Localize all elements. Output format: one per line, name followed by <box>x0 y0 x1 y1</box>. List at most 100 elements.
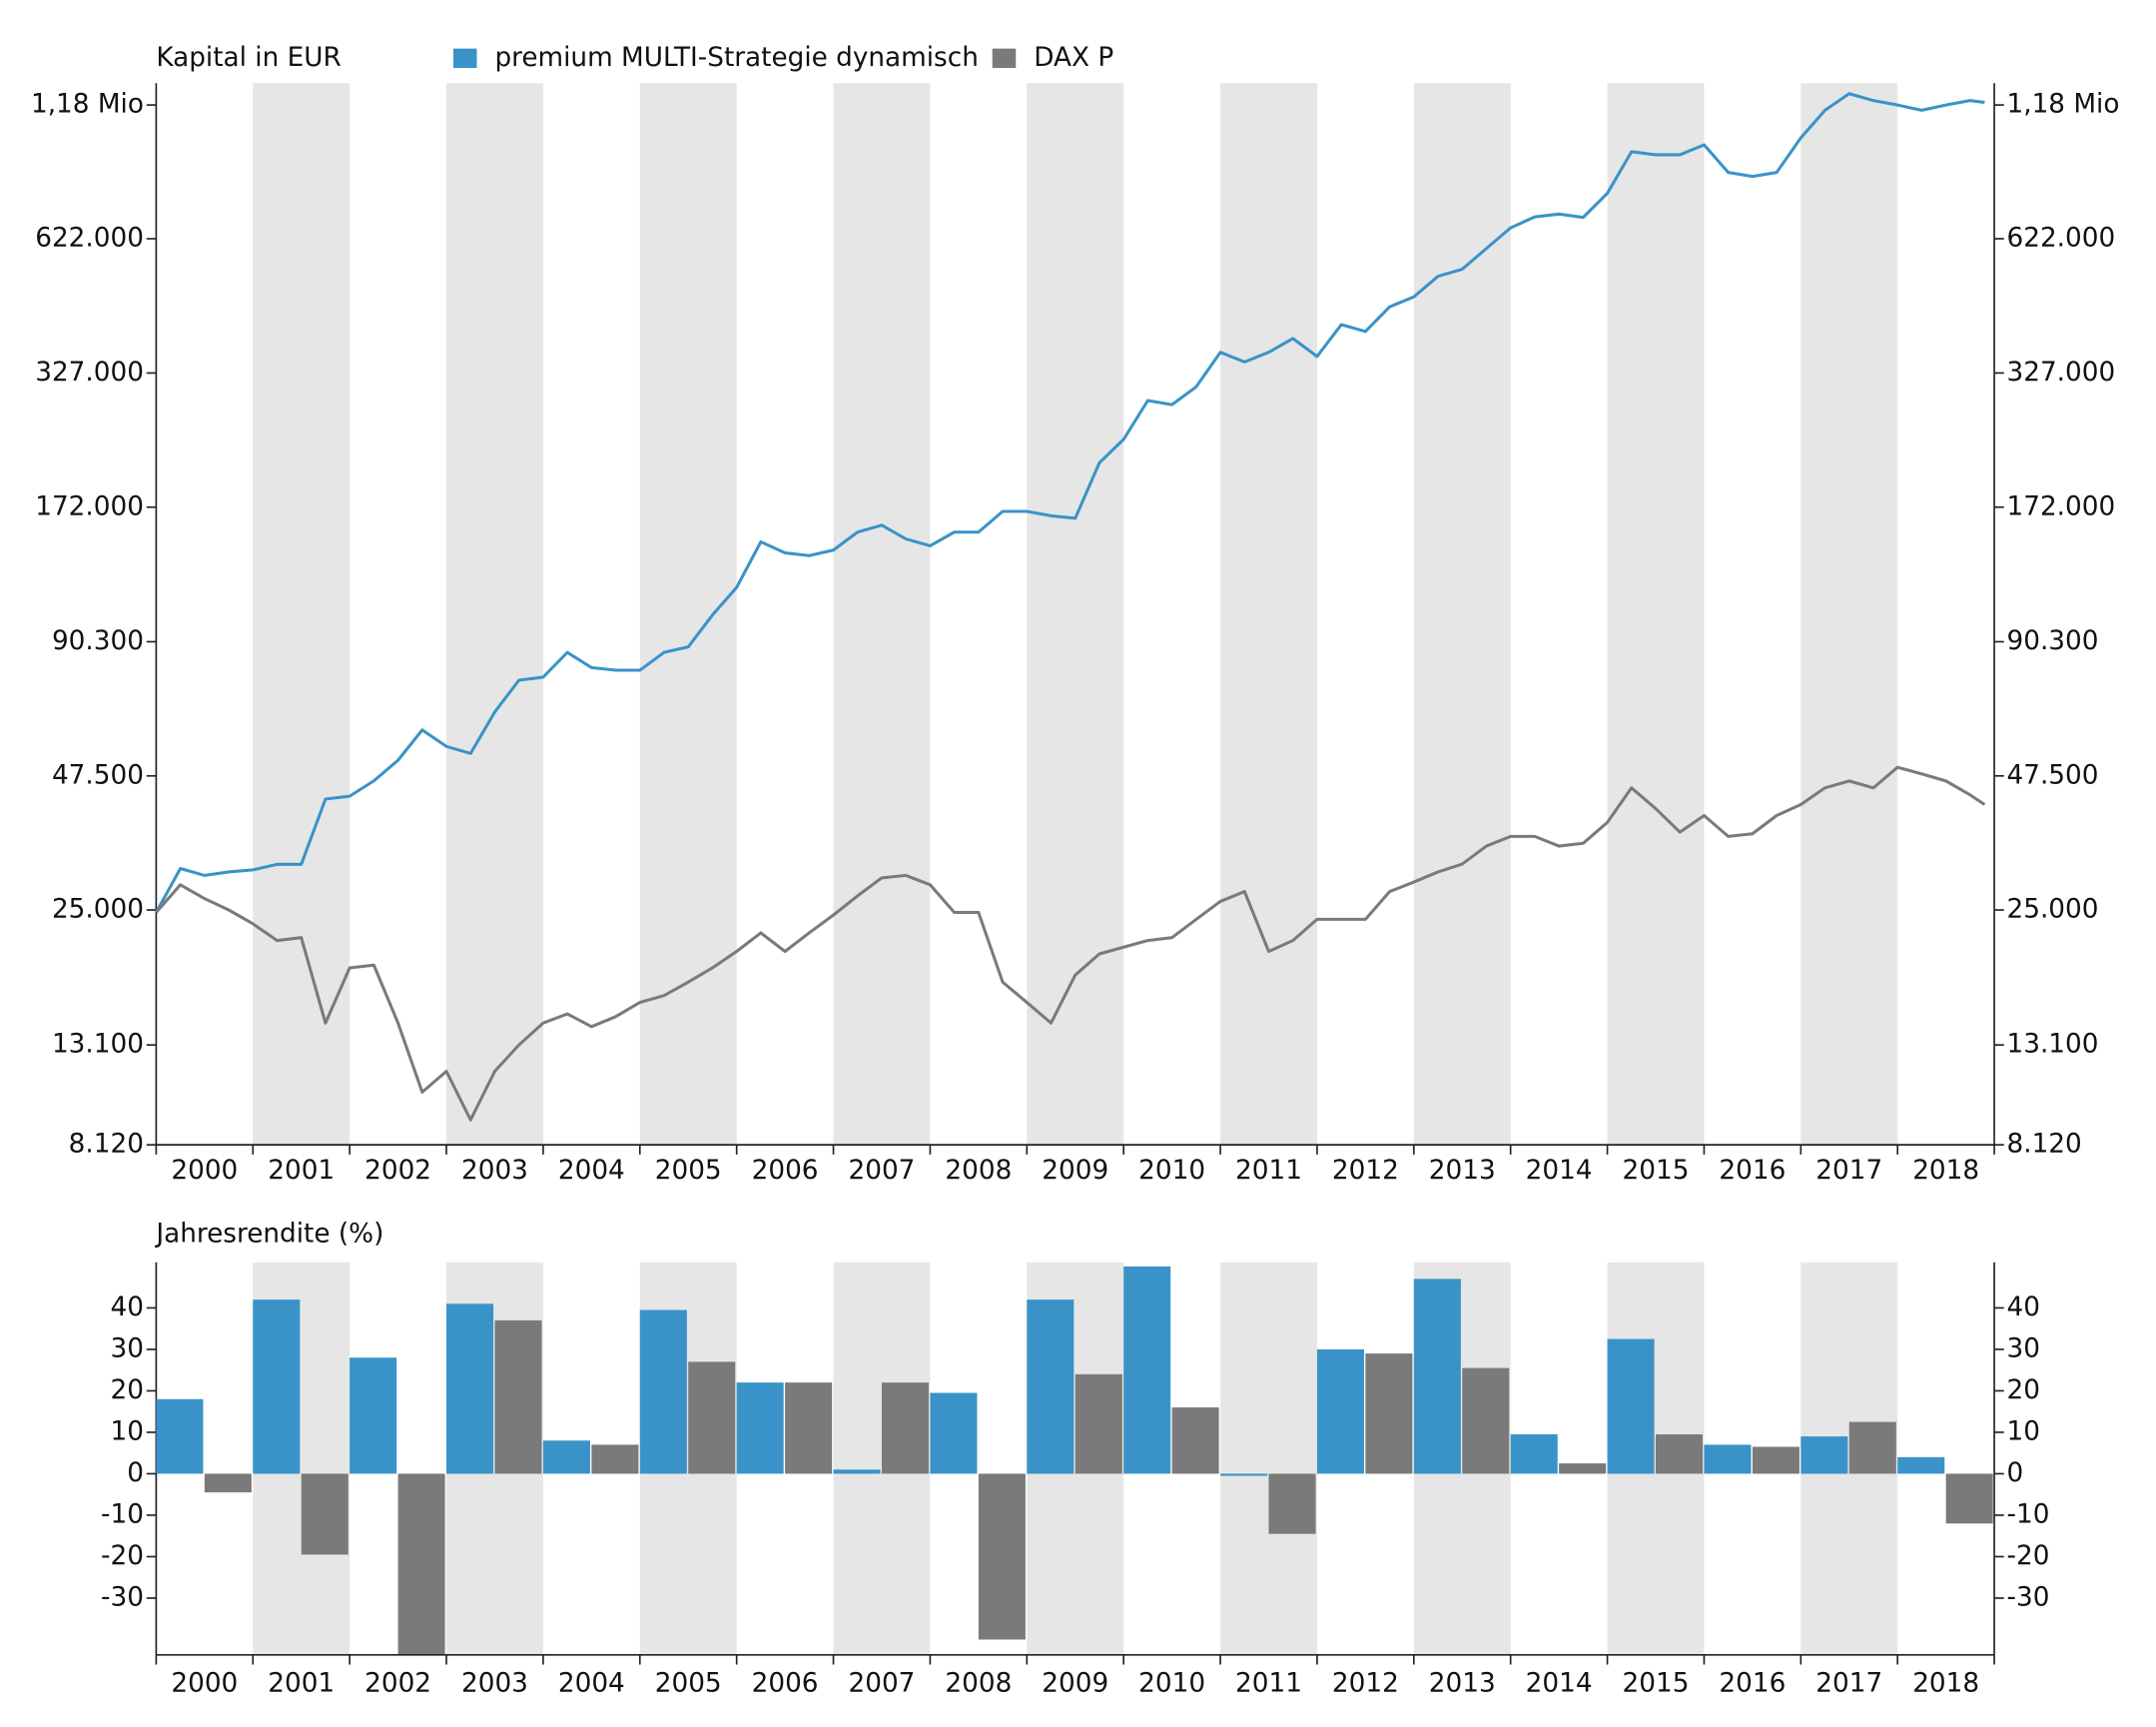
bar <box>1075 1373 1122 1474</box>
x-tick-label: 2003 <box>461 1156 528 1186</box>
data-line <box>155 92 1985 914</box>
y-tick-label: 90.300 <box>52 626 144 656</box>
bar <box>1268 1473 1316 1534</box>
y-tick-label: 25.000 <box>52 895 144 925</box>
bar <box>978 1473 1026 1640</box>
x-tick-label: 2012 <box>1332 1668 1399 1698</box>
bar <box>688 1361 736 1474</box>
x-tick-label: 2000 <box>171 1156 238 1186</box>
bar <box>156 1398 204 1474</box>
data-line <box>155 765 1986 1122</box>
y-tick-label: 30 <box>2007 1333 2040 1363</box>
y-tick-label: 0 <box>2007 1458 2024 1488</box>
y-tick-label: 13.100 <box>52 1030 144 1060</box>
y-tick-label: 47.500 <box>2007 760 2099 790</box>
x-tick-label: 2005 <box>655 1156 722 1186</box>
y-tick-label: 327.000 <box>2007 358 2116 388</box>
x-tick-label: 2000 <box>171 1668 238 1698</box>
x-tick-label: 2001 <box>268 1156 335 1186</box>
year-band <box>446 83 543 1146</box>
y-tick-label: 25.000 <box>2007 895 2099 925</box>
bar <box>494 1319 542 1474</box>
x-tick-label: 2014 <box>1526 1668 1593 1698</box>
x-tick-label: 2010 <box>1138 1668 1205 1698</box>
x-tick-label: 2012 <box>1332 1156 1399 1186</box>
x-tick-label: 2009 <box>1042 1668 1108 1698</box>
x-tick-label: 2015 <box>1623 1156 1690 1186</box>
year-band <box>1607 83 1705 1146</box>
x-tick-label: 2005 <box>655 1668 722 1698</box>
bar <box>1413 1279 1461 1474</box>
year-band <box>833 83 931 1146</box>
year-band <box>1220 1262 1317 1655</box>
bar <box>1945 1473 1993 1524</box>
x-tick-label: 2004 <box>558 1156 625 1186</box>
y-tick-label: -10 <box>101 1499 144 1529</box>
bar <box>785 1382 833 1474</box>
bar <box>591 1444 639 1474</box>
x-tick-label: 2018 <box>1912 1156 1979 1186</box>
bar <box>1897 1456 1945 1474</box>
x-tick-label: 2015 <box>1623 1668 1690 1698</box>
x-tick-label: 2011 <box>1235 1668 1302 1698</box>
x-tick-label: 2009 <box>1042 1156 1108 1186</box>
bar <box>881 1382 930 1474</box>
year-band <box>639 83 737 1146</box>
y-tick-label: 1,18 Mio <box>31 90 144 120</box>
x-tick-label: 2014 <box>1526 1156 1593 1186</box>
y-tick-label: 327.000 <box>35 358 144 388</box>
x-tick-label: 2002 <box>364 1668 431 1698</box>
bar <box>736 1382 784 1474</box>
x-tick-label: 2008 <box>945 1668 1012 1698</box>
x-tick-label: 2006 <box>752 1156 819 1186</box>
bar <box>639 1309 687 1474</box>
y-tick-label: 10 <box>110 1416 143 1446</box>
bar <box>253 1299 301 1474</box>
y-tick-label: 8.120 <box>2007 1130 2082 1160</box>
bar <box>1800 1436 1848 1474</box>
x-tick-label: 2013 <box>1429 1156 1496 1186</box>
legend-swatch <box>452 48 477 69</box>
y-tick-label: 10 <box>2007 1416 2040 1446</box>
x-tick-label: 2018 <box>1912 1668 1979 1698</box>
x-tick-label: 2004 <box>558 1668 625 1698</box>
chart-title: Jahresrendite (%) <box>154 1220 383 1250</box>
x-tick-label: 2008 <box>945 1156 1012 1186</box>
y-tick-label: 40 <box>110 1293 143 1322</box>
bar <box>833 1469 881 1474</box>
y-tick-label: 20 <box>110 1375 143 1405</box>
bar <box>1510 1434 1558 1474</box>
chart-title: Kapital in EUR <box>156 43 341 73</box>
bar <box>204 1473 252 1493</box>
bar <box>446 1303 494 1474</box>
legend-label: DAX P <box>1034 43 1113 73</box>
bar <box>1848 1421 1896 1474</box>
y-tick-label: 20 <box>2007 1375 2040 1405</box>
bar <box>1559 1463 1607 1474</box>
x-tick-label: 2006 <box>752 1668 819 1698</box>
year-band <box>1800 83 1898 1146</box>
bar <box>1171 1407 1219 1474</box>
bar <box>1607 1338 1655 1474</box>
y-tick-label: 172.000 <box>2007 491 2116 521</box>
bar <box>1123 1266 1171 1474</box>
year-band <box>1413 83 1511 1146</box>
bar <box>1220 1473 1268 1476</box>
y-tick-label: 30 <box>110 1333 143 1363</box>
y-tick-label: 172.000 <box>35 491 144 521</box>
year-band <box>1220 83 1317 1146</box>
x-tick-label: 2007 <box>849 1156 916 1186</box>
bar <box>1462 1367 1510 1474</box>
legend-swatch <box>992 48 1017 69</box>
y-tick-label: -20 <box>101 1541 144 1571</box>
y-tick-label: 40 <box>2007 1293 2040 1322</box>
bar <box>1656 1434 1704 1474</box>
x-tick-label: 2017 <box>1815 1156 1882 1186</box>
bar <box>1365 1353 1413 1474</box>
y-tick-label: -10 <box>2007 1499 2050 1529</box>
y-tick-label: -30 <box>2007 1582 2050 1612</box>
x-tick-label: 2002 <box>364 1156 431 1186</box>
bar <box>1027 1299 1075 1474</box>
bar <box>350 1357 397 1474</box>
